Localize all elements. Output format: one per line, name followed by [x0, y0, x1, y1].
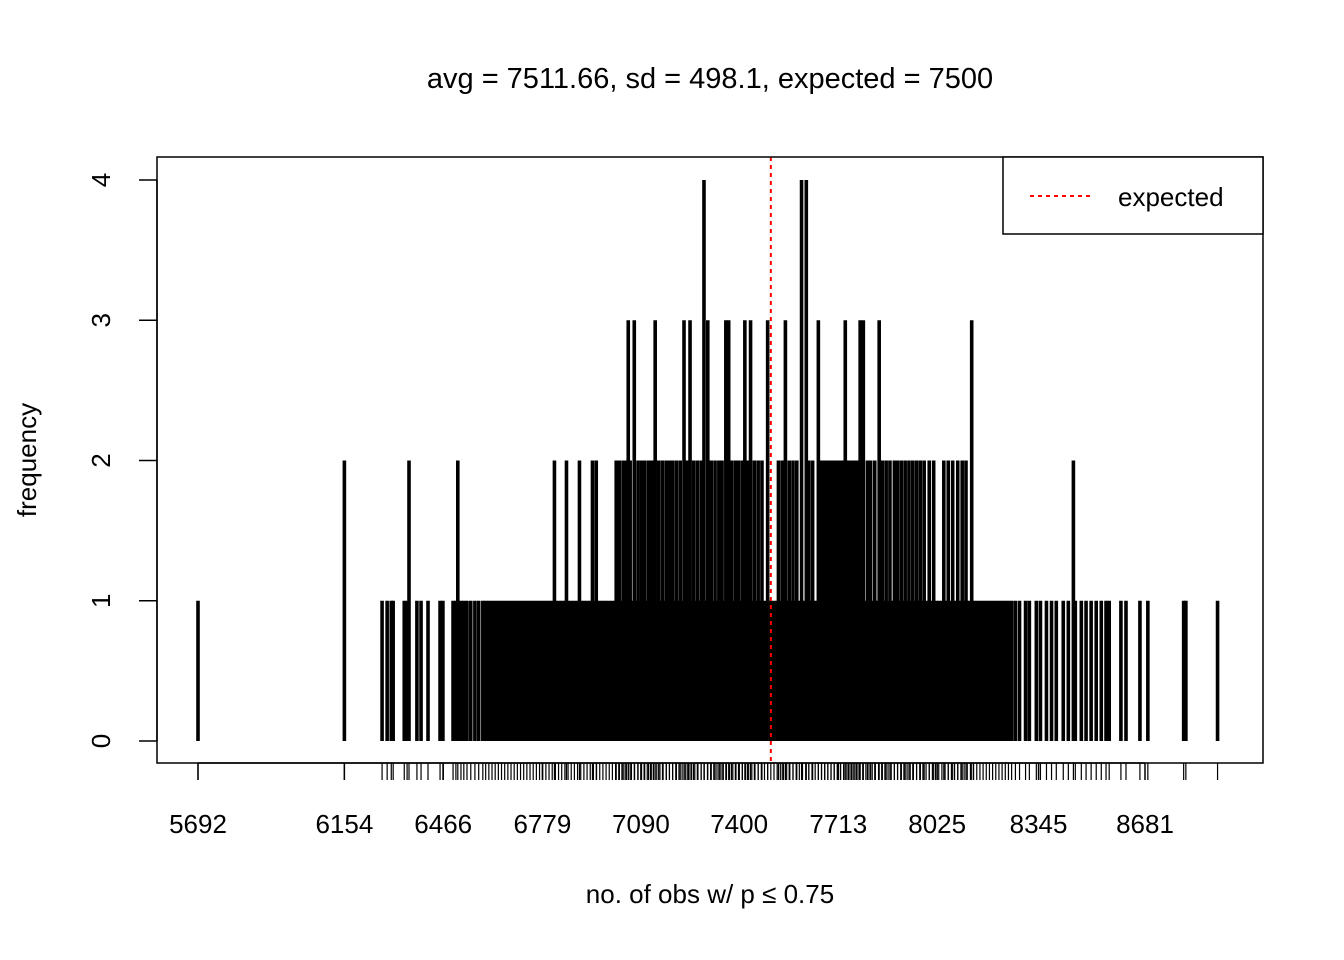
y-tick-label: 4: [86, 173, 116, 187]
y-axis: 0 1 2 3 4: [86, 173, 158, 748]
y-tick-label: 2: [86, 453, 116, 467]
legend: expected: [1002, 156, 1264, 235]
x-tick-label: 6779: [513, 809, 571, 839]
rug: [197, 763, 1219, 780]
y-tick-label: 0: [86, 734, 116, 748]
legend-label: expected: [1118, 182, 1224, 212]
chart-title: avg = 7511.66, sd = 498.1, expected = 75…: [427, 63, 993, 95]
y-tick-label: 1: [86, 594, 116, 608]
x-tick-label: 7713: [809, 809, 867, 839]
x-tick-label: 8345: [1010, 809, 1068, 839]
x-tick-label: 8025: [908, 809, 966, 839]
x-tick-label: 7400: [710, 809, 768, 839]
x-tick-label: 7090: [612, 809, 670, 839]
x-tick-label: 5692: [169, 809, 227, 839]
x-tick-label: 6154: [315, 809, 373, 839]
x-tick-label: 8681: [1116, 809, 1174, 839]
bars: [196, 180, 1220, 741]
y-axis-label: frequency: [12, 403, 42, 517]
x-axis-label: no. of obs w/ p ≤ 0.75: [586, 879, 834, 909]
y-tick-label: 3: [86, 313, 116, 327]
x-axis: 5692 6154 6466 6779 7090 7400 7713 8025 8345 8681: [169, 762, 1174, 839]
x-tick-label: 6466: [414, 809, 472, 839]
